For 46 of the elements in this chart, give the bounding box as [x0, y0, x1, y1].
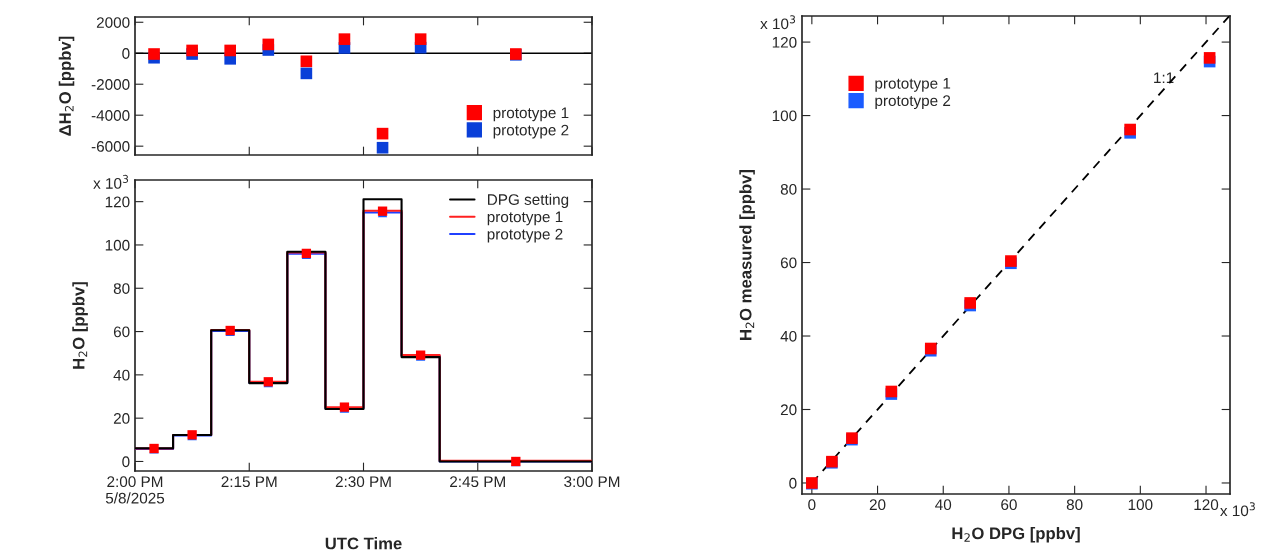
legend-label: prototype 1: [875, 78, 951, 92]
legend-label: prototype 1: [487, 211, 563, 226]
y-tick-label: 40: [113, 369, 130, 381]
x-tick-label: 2:30 PM: [335, 476, 391, 488]
y-tick-label: -2000: [91, 79, 130, 90]
y-tick-label: 0: [122, 48, 130, 59]
x-tick-label: 2:00 PM 5/8/2025: [105, 476, 165, 504]
y-tick-label: 100: [105, 239, 130, 251]
annotation: 1:1: [1154, 72, 1174, 83]
x-tick-label: 100: [1128, 499, 1153, 511]
x-tick-label: 0: [808, 499, 816, 511]
x-tick-label: 120: [1194, 499, 1219, 511]
legend-label: DPG setting: [488, 193, 569, 208]
legend-label: prototype 1: [493, 107, 569, 122]
y-tick-label: 120: [772, 36, 797, 48]
legend-label: prototype 2: [875, 95, 951, 110]
legend-label: prototype 2: [487, 228, 563, 243]
x-tick-label: 3:00 PM: [564, 476, 620, 488]
x-tick-label: 60: [1001, 499, 1017, 511]
text: x 10$^{3}$: [93, 174, 129, 189]
y-tick-label: 80: [113, 283, 130, 294]
x-axis-title: H$_{2}$O DPG [ppbv]: [952, 526, 1080, 543]
y-tick-label: 40: [780, 330, 797, 342]
y-tick-label: 60: [113, 326, 130, 338]
x-tick-label: 2:45 PM: [450, 476, 505, 488]
text: x 10$^{3}$: [1220, 502, 1255, 517]
y-tick-label: 2000: [96, 17, 130, 28]
y-axis-title: H$_{2}$O measured [ppbv]: [739, 169, 755, 340]
x-axis-title: UTC Time: [325, 537, 402, 550]
legend-label: prototype 2: [493, 124, 569, 139]
y-tick-label: -4000: [91, 110, 130, 121]
x-tick-label: 2:15 PM: [221, 476, 277, 488]
y-tick-label: 0: [122, 456, 130, 468]
y-tick-label: 60: [780, 257, 797, 269]
y-tick-label: 20: [113, 413, 130, 424]
y-tick-label: -6000: [91, 141, 130, 152]
x-tick-label: 40: [935, 499, 952, 511]
y-axis-title: ΔH$_{2}$O [ppbv]: [58, 36, 75, 136]
y-tick-label: 120: [105, 196, 130, 208]
y-tick-label: 100: [772, 110, 797, 122]
y-tick-label: 80: [780, 183, 797, 195]
text: x 10$^{3}$: [760, 15, 796, 30]
x-tick-label: 20: [869, 499, 886, 511]
x-tick-label: 80: [1066, 499, 1083, 511]
y-axis-title: H$_{2}$O [ppbv]: [72, 282, 88, 369]
y-tick-label: 20: [780, 404, 797, 416]
